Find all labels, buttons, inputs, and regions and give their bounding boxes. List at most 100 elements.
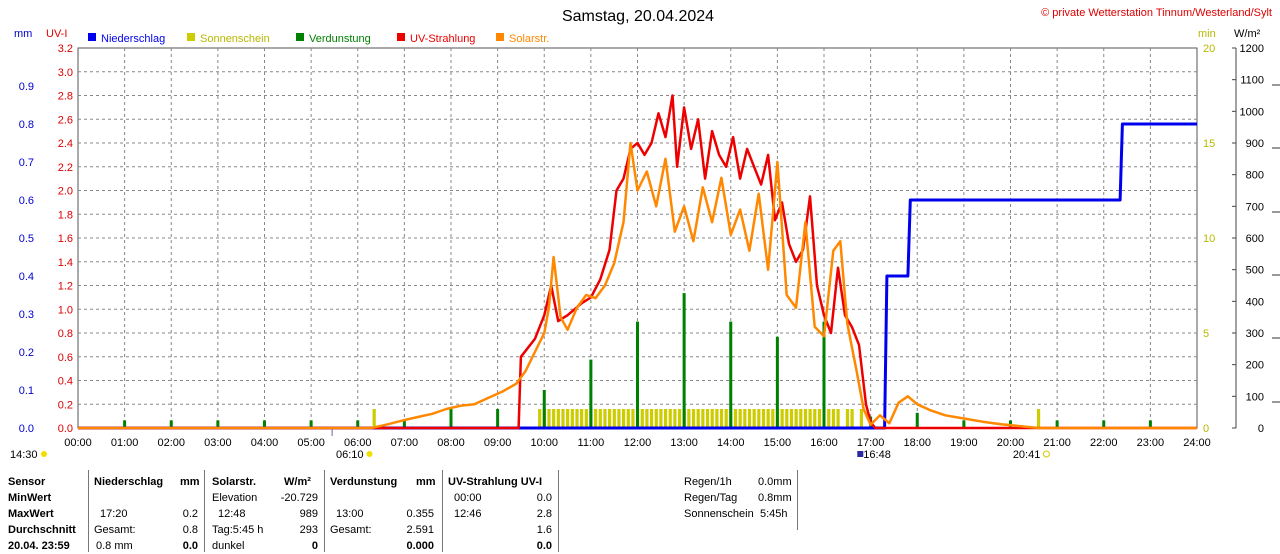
x-tick-label: 16:00	[810, 437, 838, 449]
legend-label: Niederschlag	[101, 33, 165, 45]
col-divider	[797, 470, 798, 530]
sunshine-bar	[538, 409, 542, 428]
legend-swatch	[187, 33, 195, 41]
legend-label: UV-Strahlung	[410, 33, 475, 45]
solar-min-val: -20.729	[280, 492, 318, 504]
nieder-avg-val: 0.8	[182, 524, 198, 536]
x-tick-label: 23:00	[1137, 437, 1165, 449]
sunshine-bar	[817, 409, 822, 428]
chart-axes: 00:00 01:00 02:00 03:00 04:00 05:00 06:00 07:00…	[10, 28, 1280, 461]
evaporation-bar	[402, 420, 406, 428]
verd-avg-label: Gesamt:	[330, 524, 372, 536]
uv-tick-label: 2.8	[58, 91, 73, 103]
sunshine-bar	[561, 409, 565, 428]
wm2-tick-label: 800	[1246, 170, 1264, 182]
sunshine-bar	[747, 409, 752, 428]
col-divider	[88, 470, 89, 552]
sunshine-bar	[752, 409, 756, 428]
row-max: MaxWert	[8, 508, 54, 520]
sunshine-bar	[715, 409, 719, 428]
sunshine-bar	[626, 409, 630, 428]
nieder-unit: mm	[180, 476, 200, 488]
x-tick-label: 18:00	[903, 437, 931, 449]
sunshine-bar	[799, 409, 803, 428]
solar-avg-val: 293	[299, 524, 318, 536]
marker-icon	[857, 451, 864, 457]
solar-head: Solarstr.	[212, 476, 257, 488]
left-time-label: 14:30	[10, 449, 38, 461]
evaporation-bar	[822, 321, 826, 428]
sunshine-bar	[771, 409, 775, 428]
mm-tick-label: 0.9	[19, 81, 34, 93]
uv-tick-label: 0.2	[58, 399, 73, 411]
legend-swatch	[397, 33, 405, 41]
evaporation-bar	[309, 420, 313, 428]
evaporation-bar	[962, 420, 966, 428]
uv-tick-label: 2.2	[58, 162, 73, 174]
evaporation-bar	[636, 321, 639, 428]
weather-chart: 00:00 01:00 02:00 03:00 04:00 05:00 06:00 07:00…	[10, 7, 1280, 461]
series-line	[78, 94, 1197, 430]
x-tick-label: 24:00	[1183, 437, 1211, 449]
verd-now-val: 0.000	[406, 540, 434, 552]
sunshine-bar	[649, 409, 654, 428]
solar-max-val: 989	[299, 508, 318, 520]
verd-max-val: 0.355	[406, 508, 434, 520]
sunshine-bar	[780, 409, 784, 428]
sunshine-bar	[803, 409, 808, 428]
evaporation-bar	[729, 321, 733, 428]
nieder-avg-label: Gesamt:	[94, 524, 136, 536]
sunshine-bar	[654, 409, 658, 428]
mm-tick-label: 0.6	[19, 195, 34, 207]
x-tick-label: 01:00	[111, 437, 139, 449]
extra-label: Regen/Tag	[684, 492, 738, 504]
sunshine-bar	[663, 409, 668, 428]
mm-tick-label: 0.1	[19, 385, 34, 397]
extra-label: Regen/1h	[684, 476, 732, 488]
col-divider	[204, 470, 205, 552]
sunset-icon	[1042, 450, 1050, 458]
chart-bars	[123, 293, 1152, 428]
mm-tick-label: 0.8	[19, 119, 34, 131]
x-tick-label: 19:00	[950, 437, 978, 449]
mm-axis-title: mm	[14, 28, 32, 40]
sunshine-bar	[372, 409, 376, 428]
row-now: 20.04. 23:59	[8, 540, 70, 552]
sunshine-bar	[617, 409, 621, 428]
sunshine-bar	[584, 409, 588, 428]
evaporation-bar	[263, 420, 266, 428]
sunshine-bar	[673, 409, 677, 428]
sunset-label: 20:41	[1013, 449, 1041, 461]
sunshine-bar	[701, 409, 705, 428]
legend-label: Verdunstung	[309, 33, 371, 45]
sunshine-bar	[743, 409, 747, 428]
evaporation-bar	[775, 336, 779, 428]
mid-time-label: 16:48	[863, 449, 891, 461]
x-tick-label: 17:00	[857, 437, 885, 449]
x-tick-label: 22:00	[1090, 437, 1118, 449]
sunshine-bar	[575, 409, 579, 428]
sunshine-bar	[668, 409, 672, 428]
sunshine-bar	[827, 409, 831, 428]
uv-axis-title: UV-I	[46, 28, 67, 40]
sunshine-bar	[850, 409, 854, 428]
nieder-max-time: 17:20	[100, 508, 128, 520]
wm2-tick-label: 1100	[1240, 75, 1264, 87]
sunshine-bar	[761, 409, 766, 428]
uv-tick-label: 2.6	[58, 114, 73, 126]
sunshine-bar	[552, 409, 556, 428]
uv-tick-label: 0.4	[58, 376, 73, 388]
uv-tick-label: 0.8	[58, 328, 73, 340]
row-avg: Durchschnitt	[8, 524, 76, 536]
x-tick-label: 02:00	[157, 437, 185, 449]
evaporation-bar	[123, 420, 127, 428]
evaporation-bar	[915, 412, 919, 428]
x-tick-label: 10:00	[530, 437, 558, 449]
sunshine-bar	[640, 409, 644, 428]
sunshine-bar	[705, 409, 710, 428]
sunshine-bar	[794, 409, 798, 428]
x-tick-label: 11:00	[578, 437, 605, 449]
uv-tick-label: 3.0	[58, 67, 73, 79]
verd-avg-val: 2.591	[406, 524, 434, 536]
x-tick-label: 08:00	[437, 437, 465, 449]
